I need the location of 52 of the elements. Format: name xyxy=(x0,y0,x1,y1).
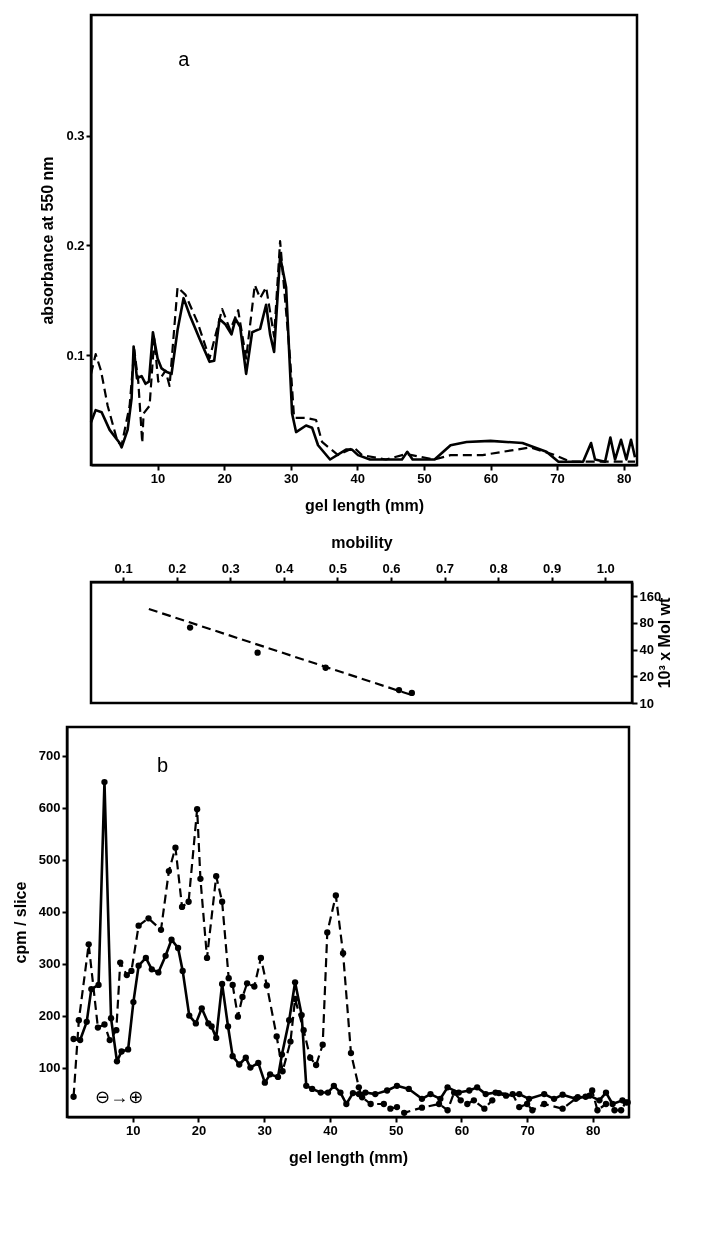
point xyxy=(395,686,403,694)
x-tick-label: 10 xyxy=(150,470,166,486)
y-tick-label: 80 xyxy=(639,615,654,631)
x-tick-label: 0.7 xyxy=(435,560,455,576)
x-tick-label: 1.0 xyxy=(596,560,615,576)
x-tick-label: 80 xyxy=(586,1122,601,1138)
y-tick-label: 0.3 xyxy=(66,128,85,144)
x-tick-label: 70 xyxy=(520,1122,535,1138)
x-tick-label: 0.3 xyxy=(221,560,240,576)
y-tick-label: 400 xyxy=(38,904,61,920)
y-tick-label: 200 xyxy=(38,1008,61,1024)
y-tick-label: 10 xyxy=(639,695,654,711)
y-axis-title: cpm / slice xyxy=(11,881,29,964)
x-tick-label: 0.1 xyxy=(114,560,133,576)
x-tick-label: 40 xyxy=(350,470,366,486)
y-tick-label: 40 xyxy=(639,642,654,658)
x-tick-label: 80 xyxy=(616,470,632,486)
x-tick-label: 0.9 xyxy=(543,560,562,576)
x-axis-title: gel length (mm) xyxy=(288,1148,409,1166)
x-axis-title: gel length (mm) xyxy=(304,496,425,514)
annotation: ⊖→⊕ xyxy=(95,1086,144,1107)
x-tick-label: 10 xyxy=(126,1122,141,1138)
y-tick-label: 500 xyxy=(38,852,61,868)
x-tick-label: 30 xyxy=(257,1122,272,1138)
annotation: b xyxy=(156,754,169,776)
x-tick-label: 30 xyxy=(284,470,299,486)
x-tick-label: 0.2 xyxy=(168,560,187,576)
x-axis-title: mobility xyxy=(331,533,393,551)
x-tick-label: 20 xyxy=(191,1122,207,1138)
point xyxy=(408,689,416,697)
point xyxy=(186,624,194,631)
point xyxy=(254,649,261,656)
y-tick-label: 600 xyxy=(38,800,61,816)
x-tick-label: 0.8 xyxy=(489,560,508,576)
x-tick-label: 60 xyxy=(454,1122,470,1138)
x-tick-label: 40 xyxy=(323,1122,338,1138)
x-tick-label: 50 xyxy=(388,1122,404,1138)
x-tick-label: 50 xyxy=(417,470,432,486)
x-tick-label: 20 xyxy=(217,470,232,486)
y-tick-label: 700 xyxy=(38,748,61,764)
annotation: a xyxy=(178,48,191,70)
y-tick-label: 0.2 xyxy=(66,237,85,253)
x-tick-label: 60 xyxy=(483,470,499,486)
x-tick-label: 0.4 xyxy=(275,560,295,576)
y-tick-label: 20 xyxy=(639,668,654,684)
x-tick-label: 70 xyxy=(550,470,565,486)
y-tick-label: 300 xyxy=(38,956,61,972)
x-tick-label: 0.5 xyxy=(328,560,347,576)
y-axis-title: absorbance at 550 nm xyxy=(39,156,57,325)
y-tick-label: 100 xyxy=(38,1060,61,1076)
y-tick-label: 0.1 xyxy=(66,347,85,363)
x-tick-label: 0.6 xyxy=(382,560,401,576)
